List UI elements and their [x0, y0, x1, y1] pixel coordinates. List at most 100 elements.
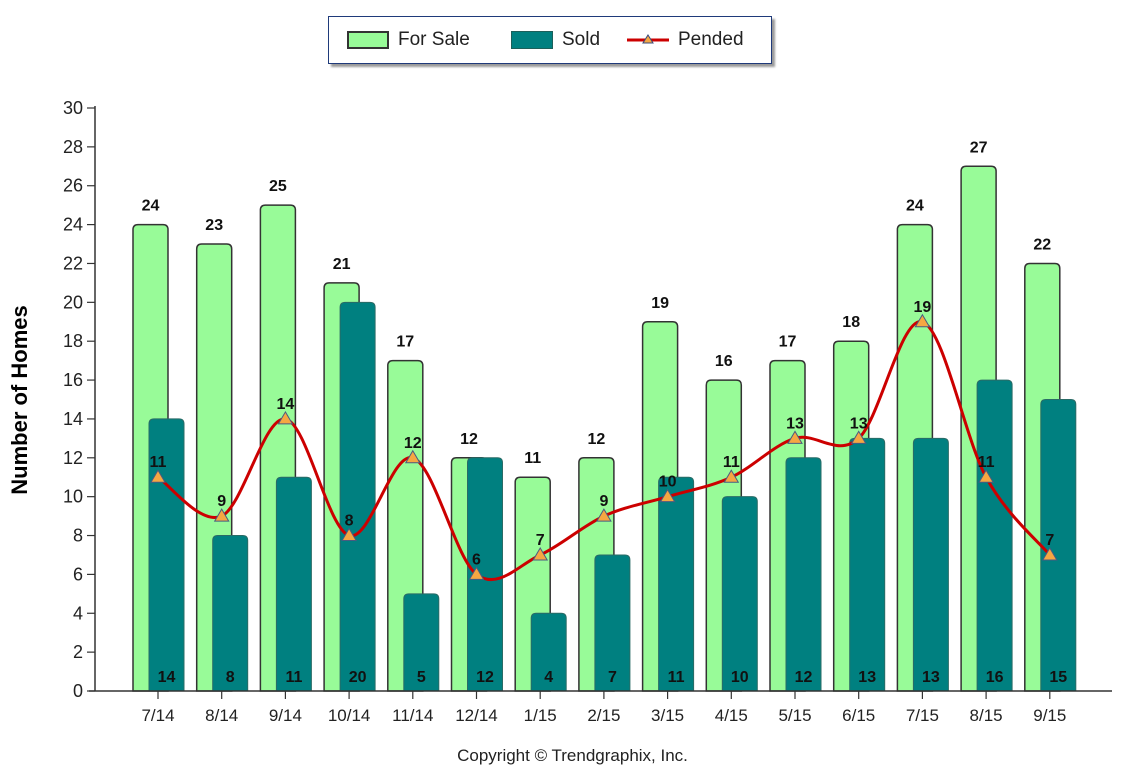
pended-data-label: 11 — [978, 454, 995, 471]
y-tick-label: 16 — [63, 370, 83, 390]
x-tick-label: 9/14 — [269, 706, 302, 725]
pended-data-label: 11 — [150, 454, 167, 471]
pended-marker — [1041, 546, 1058, 561]
sold-bar — [403, 593, 440, 692]
sold-data-label: 5 — [417, 669, 426, 686]
sold-bar — [339, 301, 376, 692]
for-sale-data-label: 16 — [715, 353, 733, 370]
y-tick-label: 2 — [73, 642, 83, 662]
pended-line-group — [150, 313, 1058, 582]
pended-data-label: 7 — [536, 532, 545, 549]
y-tick-label: 8 — [73, 526, 83, 546]
x-tick-label: 1/15 — [524, 706, 557, 725]
pended-line-swatch — [627, 34, 669, 44]
y-tick-label: 18 — [63, 331, 83, 351]
pended-data-label: 10 — [659, 474, 677, 491]
pended-data-label: 8 — [345, 513, 354, 530]
y-tick-label: 12 — [63, 448, 83, 468]
pended-data-label: 9 — [217, 493, 226, 510]
sold-data-label: 8 — [226, 669, 235, 686]
pended-marker — [850, 430, 867, 444]
pended-marker — [787, 430, 803, 444]
x-tick-label: 4/15 — [715, 706, 748, 725]
sold-data-label: 14 — [158, 669, 176, 686]
legend-label-for-sale: For Sale — [398, 29, 470, 50]
sold-data-label: 11 — [285, 669, 302, 686]
sold-bar — [212, 535, 249, 692]
for-sale-data-label: 12 — [460, 431, 478, 448]
for-sale-data-label: 25 — [269, 178, 287, 195]
y-tick-label: 24 — [63, 215, 83, 235]
sold-data-label: 13 — [922, 669, 940, 686]
legend-label-sold: Sold — [562, 29, 601, 50]
for-sale-data-label: 17 — [779, 334, 797, 351]
y-tick-label: 30 — [63, 98, 83, 118]
legend-item-for-sale: For Sale — [347, 29, 470, 51]
sold-bar — [658, 476, 695, 692]
sold-data-label: 10 — [731, 669, 749, 686]
x-tick-label: 6/15 — [842, 706, 875, 725]
x-tick-label: 7/14 — [141, 706, 174, 725]
data-labels: 24 14 23 8 25 11 21 20 17 5 12 12 11 4 12 7 19 11 16 10 17 12… — [142, 139, 1068, 686]
pended-data-label: 13 — [850, 415, 868, 432]
sold-bar — [530, 612, 567, 692]
for-sale-data-label: 21 — [333, 256, 351, 273]
pended-data-label: 19 — [914, 299, 932, 316]
sold-bar — [275, 476, 312, 692]
legend-item-sold: Sold — [511, 29, 600, 51]
y-axis-title: Number of Homes — [7, 305, 32, 495]
y-tick-label: 0 — [73, 681, 83, 701]
sold-data-label: 16 — [986, 669, 1004, 686]
y-tick-label: 22 — [63, 253, 83, 273]
sold-bar — [976, 379, 1013, 692]
pended-marker — [404, 449, 421, 464]
for-sale-data-label: 11 — [524, 450, 541, 467]
y-tick-label: 4 — [73, 603, 83, 623]
pended-marker — [277, 410, 294, 425]
sold-data-label: 12 — [476, 669, 494, 686]
pended-marker — [596, 508, 612, 522]
pended-marker — [150, 469, 166, 483]
pended-marker — [341, 527, 357, 542]
for-sale-data-label: 18 — [842, 314, 860, 331]
pended-data-label: 9 — [599, 493, 608, 510]
pended-data-label: 7 — [1045, 532, 1054, 549]
sold-bar — [785, 457, 822, 692]
for-sale-swatch — [347, 31, 389, 49]
sold-bar — [594, 554, 631, 692]
for-sale-data-label: 27 — [970, 139, 988, 156]
sold-bar — [467, 457, 503, 692]
for-sale-data-label: 12 — [588, 431, 606, 448]
legend: For Sale Sold Pended — [328, 16, 772, 64]
for-sale-data-label: 22 — [1033, 236, 1051, 253]
y-tick-label: 14 — [63, 409, 83, 429]
x-tick-label: 8/15 — [970, 706, 1003, 725]
x-tick-label: 8/14 — [205, 706, 238, 725]
sold-data-label: 13 — [858, 669, 876, 686]
y-tick-label: 6 — [73, 564, 83, 584]
y-tick-label: 28 — [63, 137, 83, 157]
for-sale-data-label: 23 — [205, 217, 223, 234]
pended-data-label: 6 — [472, 551, 481, 568]
pended-marker — [978, 469, 994, 483]
copyright-text: Copyright © Trendgraphix, Inc. — [457, 746, 688, 765]
pended-marker — [659, 488, 676, 503]
pended-marker — [723, 469, 740, 483]
y-tick-label: 26 — [63, 176, 83, 196]
sold-data-label: 11 — [668, 669, 685, 686]
pended-data-label: 13 — [786, 415, 804, 432]
sold-swatch — [511, 31, 553, 49]
sold-data-label: 4 — [544, 669, 553, 686]
y-tick-label: 20 — [63, 292, 83, 312]
sold-bar — [912, 437, 949, 692]
pended-marker — [468, 566, 485, 580]
y-tick-label: 10 — [63, 487, 83, 507]
x-tick-label: 9/15 — [1033, 706, 1066, 725]
for-sale-data-label: 24 — [142, 198, 160, 215]
sold-bar — [1040, 399, 1077, 692]
for-sale-data-label: 19 — [651, 295, 669, 312]
x-tick-label: 11/14 — [392, 706, 433, 725]
legend-label-pended: Pended — [678, 29, 744, 50]
sold-data-label: 7 — [608, 669, 617, 686]
